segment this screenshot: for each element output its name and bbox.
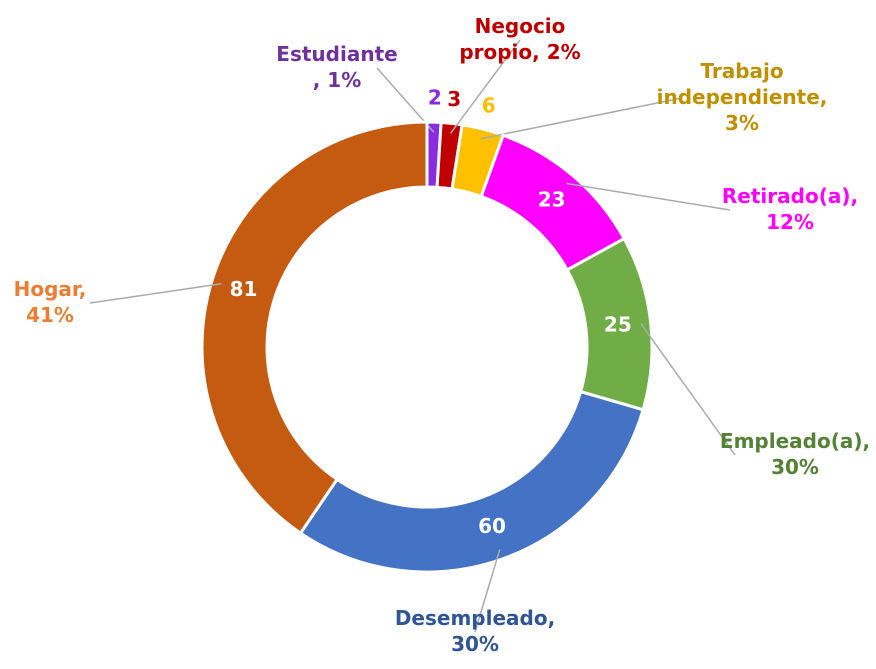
category-label: Retirado(a), 12% [722,184,858,234]
value-label: 25 [604,312,632,336]
leader-line [480,97,683,140]
category-label: Hogar, 41% [14,277,87,327]
value-label: 3 [447,87,461,111]
value-label: 2 [428,86,442,110]
category-label: Estudiante, 1% [276,42,397,92]
value-label: 6 [482,93,496,117]
category-label: Trabajo independiente, 3% [657,59,828,135]
donut-segment [200,120,429,536]
donut-segment [298,389,645,574]
leader-line [566,182,731,211]
category-label: Negocio propio, 2% [459,14,580,64]
value-label: 60 [478,514,506,538]
leader-line [474,549,501,633]
value-label: 23 [538,188,566,212]
category-label: Empleado(a), 30% [720,429,870,479]
value-label: 81 [230,277,258,301]
leader-line [640,322,736,456]
leader-line [449,39,521,134]
category-label: Desempleado, 30% [395,606,555,656]
leader-line [89,283,222,304]
